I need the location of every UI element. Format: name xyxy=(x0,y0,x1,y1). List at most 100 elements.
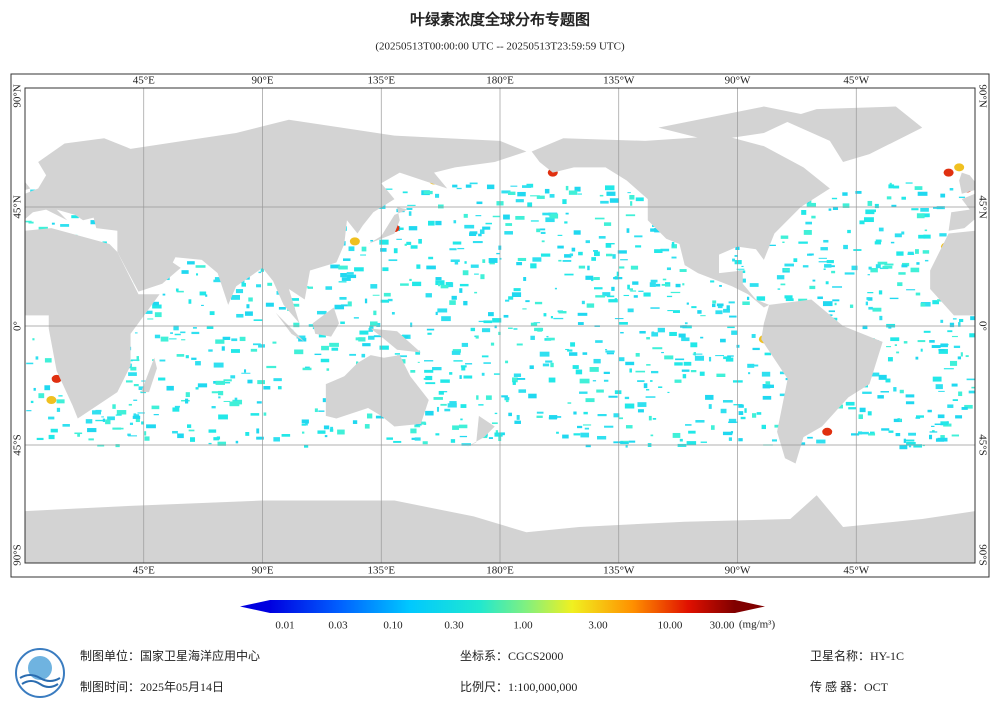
chlorophyll-patch xyxy=(577,322,584,325)
chlorophyll-patch xyxy=(897,418,900,420)
chlorophyll-patch xyxy=(438,204,444,209)
chlorophyll-patch xyxy=(966,378,975,381)
chlorophyll-patch xyxy=(906,289,916,291)
chlorophyll-patch xyxy=(273,437,280,442)
chlorophyll-patch xyxy=(453,360,463,362)
landmass xyxy=(25,228,160,419)
chlorophyll-patch xyxy=(958,322,961,327)
chlorophyll-patch xyxy=(880,391,890,393)
chlorophyll-patch xyxy=(340,273,347,278)
chlorophyll-patch xyxy=(937,414,945,419)
chlorophyll-patch xyxy=(435,311,438,316)
chlorophyll-patch xyxy=(878,290,883,295)
chlorophyll-patch xyxy=(478,320,487,323)
chlorophyll-patch xyxy=(614,390,622,395)
chlorophyll-patch xyxy=(400,283,409,286)
chlorophyll-patch xyxy=(97,444,105,447)
chlorophyll-patch xyxy=(116,410,127,415)
chlorophyll-patch xyxy=(679,269,687,272)
chlorophyll-patch xyxy=(652,347,663,350)
chlorophyll-patch xyxy=(318,333,326,338)
chlorophyll-patch xyxy=(842,192,848,196)
chlorophyll-patch xyxy=(426,265,436,270)
chlorophyll-patch xyxy=(44,358,52,363)
chlorophyll-patch xyxy=(634,235,643,238)
chlorophyll-patch xyxy=(655,283,661,287)
chlorophyll-patch xyxy=(243,369,247,373)
chlorophyll-patch xyxy=(867,200,873,206)
chlorophyll-patch xyxy=(562,434,569,439)
chlorophyll-patch xyxy=(858,414,863,420)
chlorophyll-patch xyxy=(690,342,698,348)
chlorophyll-patch xyxy=(56,399,65,404)
footer-item: 卫星名称：HY-1C xyxy=(810,648,904,663)
chlorophyll-patch xyxy=(683,361,692,366)
chlorophyll-patch xyxy=(231,294,240,300)
chlorophyll-patch xyxy=(503,314,509,318)
lat-label: 90°S xyxy=(12,544,24,566)
chlorophyll-patch xyxy=(924,229,928,232)
chlorophyll-patch xyxy=(638,290,644,292)
chlorophyll-patch xyxy=(598,236,606,239)
chlorophyll-patch xyxy=(905,182,913,184)
chlorophyll-patch xyxy=(594,287,603,290)
chlorophyll-patch xyxy=(213,437,220,441)
chlorophyll-patch xyxy=(935,384,943,390)
footer-item: 坐标系：CGCS2000 xyxy=(460,649,563,663)
chlorophyll-patch xyxy=(176,290,184,293)
chlorophyll-patch xyxy=(596,389,604,393)
chlorophyll-patch xyxy=(920,301,931,307)
chlorophyll-patch xyxy=(784,263,794,267)
chlorophyll-patch xyxy=(402,191,408,194)
chlorophyll-patch xyxy=(36,437,44,441)
landmass xyxy=(465,415,495,448)
chlorophyll-patch xyxy=(579,378,590,384)
chlorophyll-patch xyxy=(807,436,813,439)
chlorophyll-patch xyxy=(859,220,865,225)
chlorophyll-patch xyxy=(130,359,140,361)
chlorophyll-patch xyxy=(875,239,882,243)
chlorophyll-patch xyxy=(414,437,421,441)
chlorophyll-patch xyxy=(762,395,772,400)
chlorophyll-patch xyxy=(905,401,915,405)
chlorophyll-patch xyxy=(896,251,904,256)
footer-label: 制图时间： xyxy=(80,680,140,694)
chlorophyll-patch xyxy=(824,264,832,268)
landmass xyxy=(948,193,975,231)
chlorophyll-patch xyxy=(669,331,677,337)
chlorophyll-patch xyxy=(187,261,195,265)
chlorophyll-patch xyxy=(657,327,665,333)
chlorophyll-patch xyxy=(187,424,192,428)
chlorophyll-patch xyxy=(32,338,35,341)
chlorophyll-patch xyxy=(565,212,569,215)
chlorophyll-patch xyxy=(917,191,928,196)
chlorophyll-patch xyxy=(250,413,260,416)
chlorophyll-patch xyxy=(257,380,265,385)
chlorophyll-patch xyxy=(263,412,267,416)
chlorophyll-patch xyxy=(712,303,716,308)
chlorophyll-patch xyxy=(728,418,737,424)
chlorophyll-patch xyxy=(101,416,104,418)
chlorophyll-patch xyxy=(452,184,458,188)
chlorophyll-patch xyxy=(958,391,963,397)
chlorophyll-patch xyxy=(191,357,197,360)
chlorophyll-patch xyxy=(208,349,213,352)
chlorophyll-patch xyxy=(256,401,262,404)
chlorophyll-patch xyxy=(56,407,61,412)
chlorophyll-patch xyxy=(832,206,839,211)
chlorophyll-patch xyxy=(893,418,903,423)
chlorophyll-patch xyxy=(88,438,94,441)
chlorophyll-patch xyxy=(370,239,374,242)
chlorophyll-patch xyxy=(530,220,539,222)
chlorophyll-patch xyxy=(568,190,578,195)
chlorophyll-patch xyxy=(651,332,659,337)
chlorophyll-patch xyxy=(415,350,421,355)
chlorophyll-patch xyxy=(785,298,794,302)
chlorophyll-patch xyxy=(613,441,624,444)
high-chlorophyll xyxy=(954,163,965,172)
chlorophyll-patch xyxy=(932,430,935,433)
chlorophyll-patch xyxy=(406,207,413,210)
chlorophyll-patch xyxy=(134,414,140,417)
chlorophyll-patch xyxy=(548,377,556,383)
